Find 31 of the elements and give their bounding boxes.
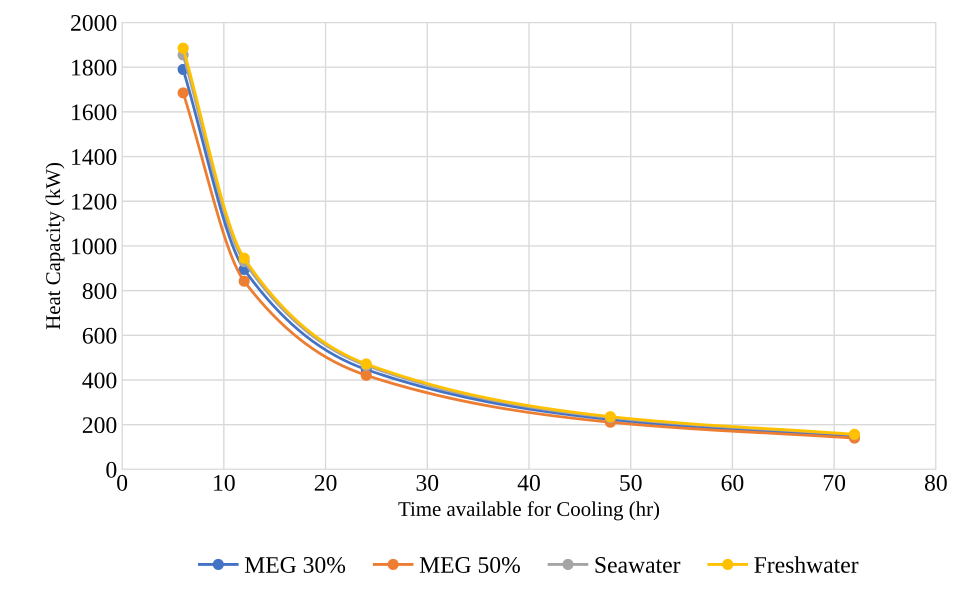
x-tick-label: 30: [416, 474, 438, 491]
y-tick-label: 1200: [72, 194, 116, 210]
y-tick-label: 200: [82, 417, 116, 434]
y-tick-label: 2000: [71, 14, 116, 31]
y-tick-label: 0: [106, 462, 116, 478]
point: [238, 276, 250, 287]
point: [178, 87, 189, 98]
point: [360, 370, 372, 381]
y-tick-label: 600: [82, 328, 116, 344]
point: [178, 42, 189, 54]
x-tick-label: 0: [117, 474, 128, 491]
x-tick-label: 50: [620, 474, 642, 491]
x-tick-label: 80: [924, 474, 947, 491]
point: [238, 252, 250, 264]
y-tick-label: 1600: [72, 104, 116, 120]
legend-label: Freshwater: [754, 556, 858, 573]
x-tick-label: 10: [214, 474, 235, 491]
x-tick-label: 40: [518, 474, 540, 491]
x-tick-label: 70: [824, 474, 846, 491]
legend-label: MEG 30%: [244, 556, 346, 574]
x-tick-label: 20: [314, 474, 336, 491]
legend-label: Seawater: [596, 557, 680, 573]
y-tick-label: 400: [82, 372, 116, 388]
y-tick-label: 800: [82, 283, 116, 300]
y-axis-title: Heat Capacity (kW): [46, 162, 64, 330]
x-axis-title: Time available for Cooling (hr): [398, 501, 660, 520]
y-tick-label: 1000: [72, 238, 116, 254]
y-tick-label: 1400: [72, 149, 116, 165]
x-tick-label: 60: [722, 474, 744, 491]
legend-label: MEG 50%: [420, 556, 520, 574]
y-tick-label: 1800: [72, 60, 116, 76]
